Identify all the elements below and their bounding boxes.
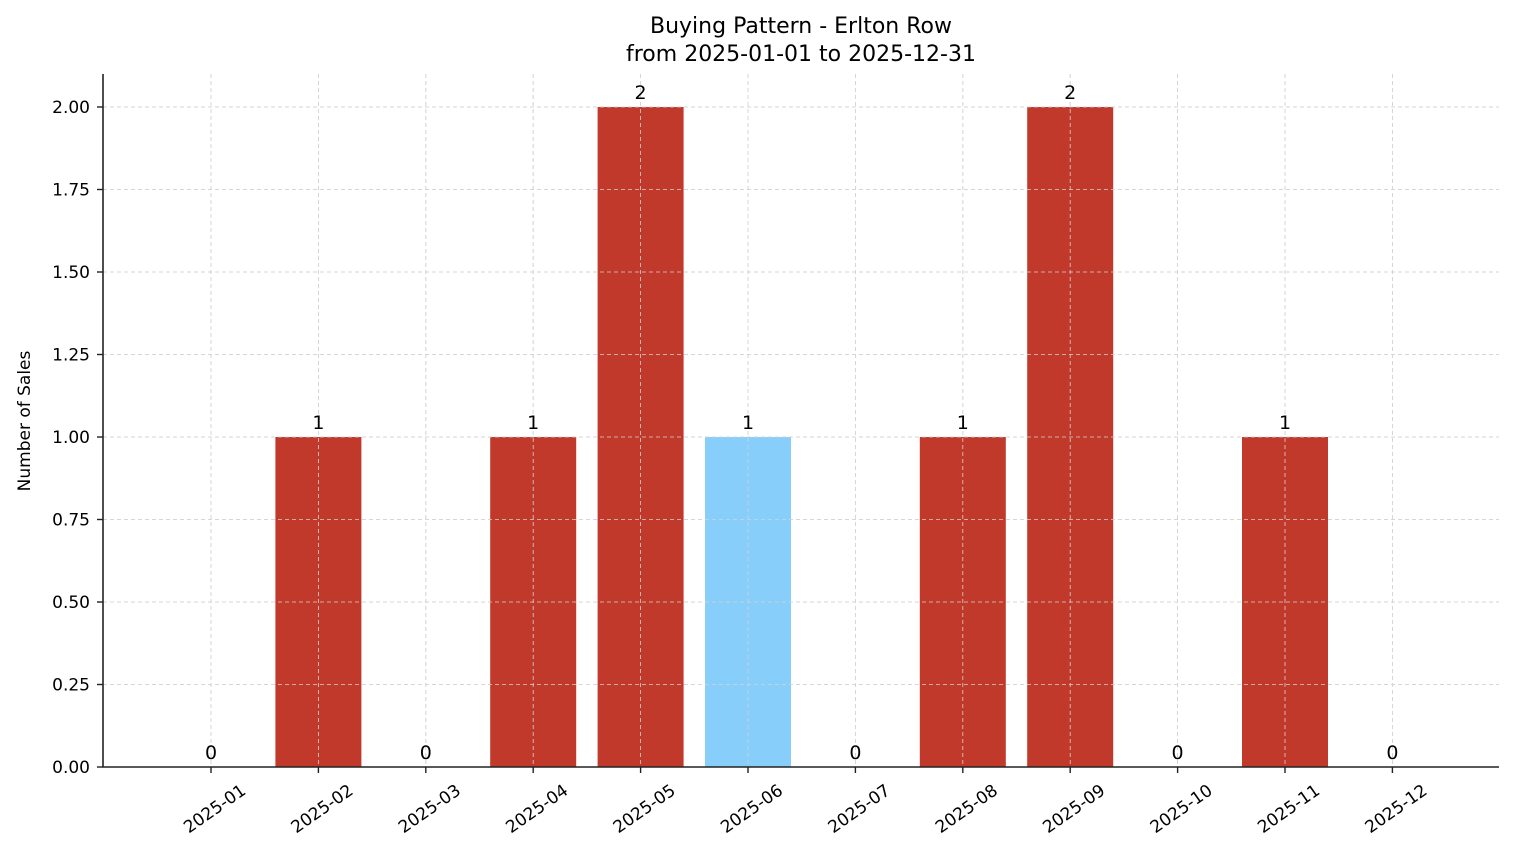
y-tick-label: 2.00 <box>52 98 90 118</box>
bar-value-label: 1 <box>312 412 324 434</box>
bar-value-label: 1 <box>957 412 969 434</box>
x-tick-label: 2025-01 <box>180 781 250 838</box>
gridlines-overlay <box>103 74 1499 767</box>
chart-subtitle: from 2025-01-01 to 2025-12-31 <box>626 42 976 67</box>
x-tick-label: 2025-09 <box>1039 781 1109 838</box>
bar-value-label: 0 <box>205 742 217 764</box>
y-axis-ticks: 0.00 0.25 0.50 0.75 1.00 1.25 1.50 1.75 2.00 <box>52 98 103 778</box>
y-tick-label: 1.25 <box>52 346 90 366</box>
x-tick-label: 2025-02 <box>288 781 358 838</box>
bar-value-label: 0 <box>849 742 861 764</box>
x-tick-label: 2025-12 <box>1362 781 1432 838</box>
y-tick-label: 0.25 <box>52 676 90 696</box>
x-axis-ticks: 2025-01 2025-02 2025-03 2025-04 2025-05 2025-… <box>180 767 1431 838</box>
y-tick-label: 0.75 <box>52 511 90 531</box>
bar-value-label: 2 <box>635 82 647 104</box>
chart-title: Buying Pattern - Erlton Row <box>650 14 952 39</box>
bar-value-label: 1 <box>742 412 754 434</box>
x-tick-label: 2025-07 <box>825 781 895 838</box>
bar-value-label: 2 <box>1064 82 1076 104</box>
x-tick-label: 2025-08 <box>932 781 1002 838</box>
y-tick-label: 1.00 <box>52 428 90 448</box>
bar-value-label: 1 <box>1279 412 1291 434</box>
x-tick-label: 2025-05 <box>610 781 680 838</box>
bar-value-label: 0 <box>1172 742 1184 764</box>
bar-value-label: 0 <box>1386 742 1398 764</box>
x-tick-label: 2025-06 <box>717 781 787 838</box>
bar-value-label: 1 <box>527 412 539 434</box>
y-tick-label: 0.00 <box>52 758 90 778</box>
y-axis-label: Number of Sales <box>15 350 35 491</box>
bar-value-label: 0 <box>420 742 432 764</box>
x-tick-label: 2025-03 <box>395 781 465 838</box>
y-tick-label: 1.50 <box>52 263 90 283</box>
x-tick-label: 2025-04 <box>502 781 572 838</box>
y-tick-label: 0.50 <box>52 593 90 613</box>
x-gridlines <box>210 74 1393 767</box>
y-tick-label: 1.75 <box>52 181 90 201</box>
x-tick-label: 2025-11 <box>1254 781 1324 838</box>
x-tick-label: 2025-10 <box>1147 781 1217 838</box>
bar-value-labels: 0 1 0 1 2 1 0 1 2 0 1 0 <box>205 82 1398 764</box>
